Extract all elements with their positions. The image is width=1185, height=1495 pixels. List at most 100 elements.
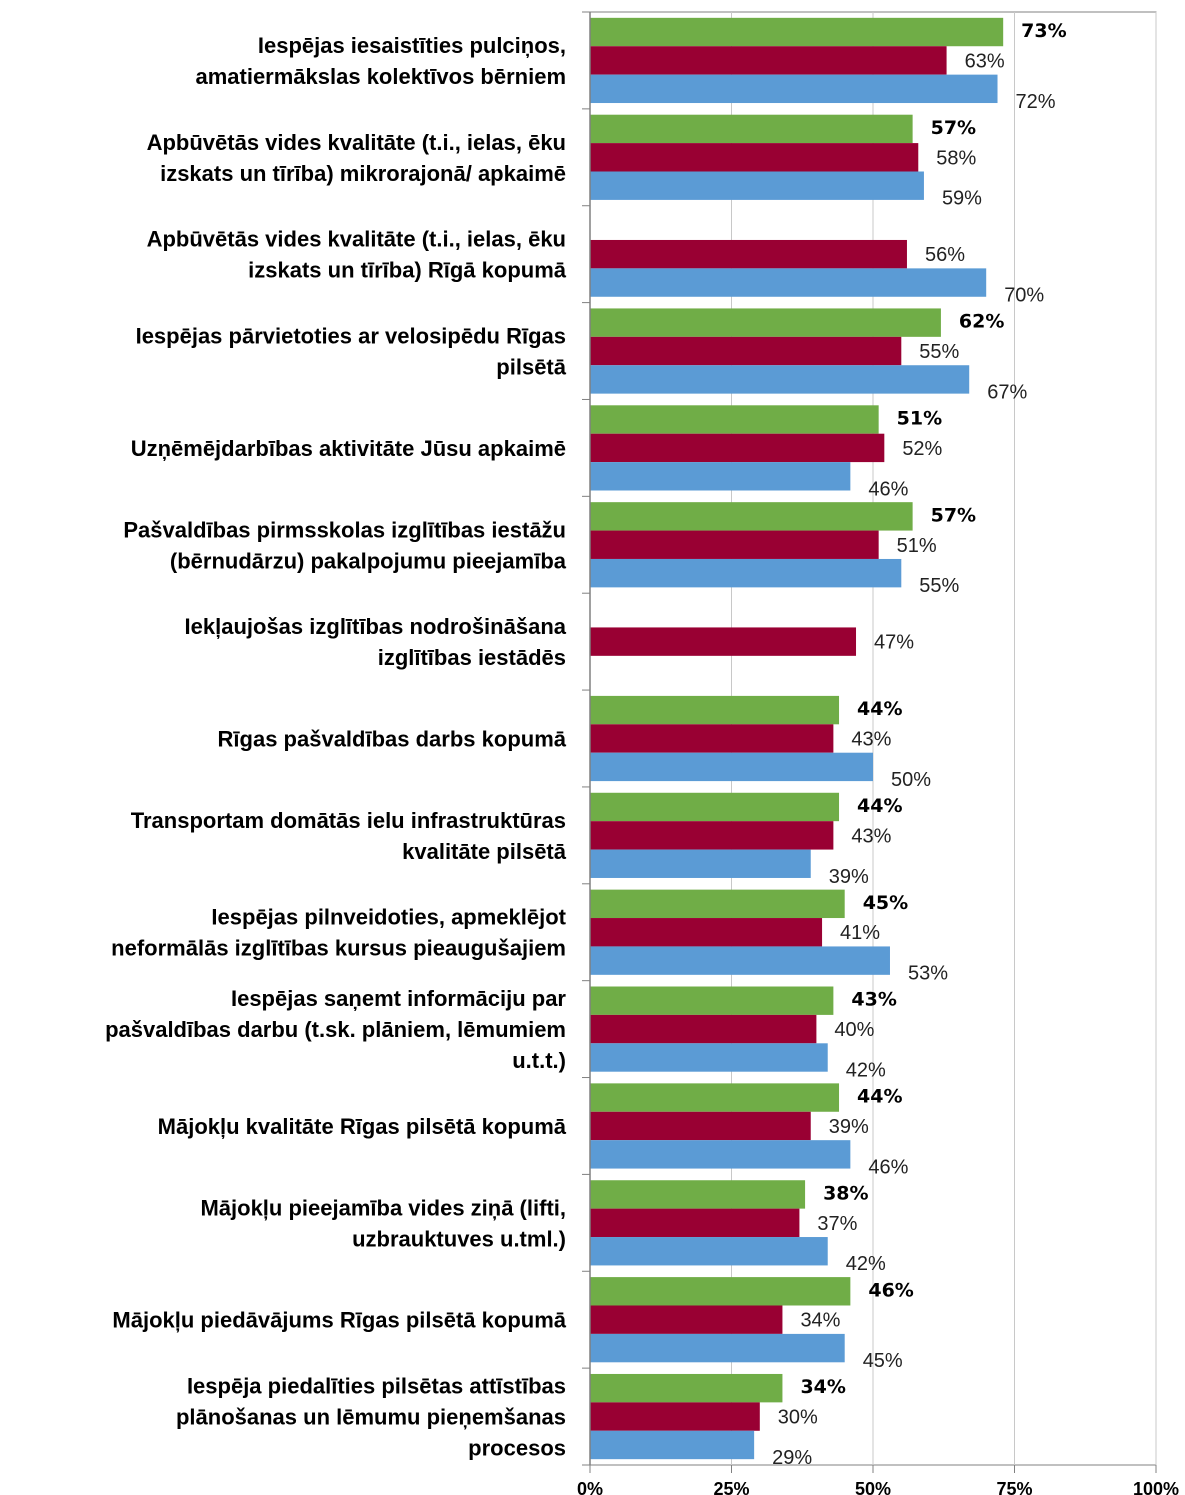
data-label: 43%: [851, 825, 891, 847]
bar: [590, 1014, 817, 1044]
bar: [590, 918, 823, 947]
data-label: 63%: [965, 50, 1005, 72]
category-label-line: izskats un tīrība) mikrorajonā/ apkaimē: [160, 161, 566, 186]
bar: [590, 530, 879, 559]
category-label-line: Mājokļu pieejamība vides ziņā (lifti,: [200, 1195, 566, 1220]
data-label: 53%: [908, 963, 948, 985]
category-labels: Iespējas iesaistīties pulciņos, amatiermā…: [105, 33, 567, 1461]
bar: [590, 1373, 783, 1403]
category-label-line: (bērnudārzu) pakalpojumu pieejamība: [170, 548, 567, 573]
data-label: 46%: [868, 1279, 913, 1301]
category-label: Iekļaujošas izglītības nodrošināšana izgl…: [185, 614, 567, 670]
bar: [590, 433, 885, 463]
bar: [590, 462, 851, 491]
data-label: 73%: [1021, 20, 1066, 42]
category-label-line: amatiermākslas kolektīvos bērniem: [195, 64, 566, 89]
data-label: 57%: [931, 117, 976, 139]
x-tick-label: 0%: [577, 1479, 603, 1495]
bar: [590, 792, 840, 822]
data-label: 52%: [902, 438, 942, 460]
bar: [590, 74, 998, 104]
data-label: 46%: [868, 478, 908, 500]
category-label-line: Apbūvētās vides kvalitāte (t.i., ielas, …: [147, 227, 566, 252]
bar: [590, 1402, 760, 1431]
data-label: 43%: [851, 989, 896, 1011]
bar: [590, 405, 879, 434]
data-label: 50%: [891, 769, 931, 791]
category-label-line: Iespēja piedalīties pilsētas attīstības: [187, 1374, 566, 1399]
data-label: 56%: [925, 244, 965, 266]
category-label-line: Iespējas pilnveidoties, apmeklējot: [211, 905, 566, 930]
category-label: Uzņēmējdarbības aktivitāte Jūsu apkaimē: [131, 436, 566, 461]
bars: [590, 17, 1004, 1460]
bar: [590, 1237, 828, 1266]
category-label: Mājokļu piedāvājums Rīgas pilsētā kopumā: [112, 1308, 566, 1333]
x-tick-label: 100%: [1133, 1479, 1179, 1495]
x-tick-label: 75%: [996, 1479, 1032, 1495]
category-label: Iespējas saņemt informāciju par pašvaldīb…: [105, 986, 566, 1073]
bar: [590, 627, 857, 656]
x-tick-label: 25%: [713, 1479, 749, 1495]
data-label: 41%: [840, 922, 880, 944]
data-label: 42%: [846, 1060, 886, 1082]
category-label: Apbūvētās vides kvalitāte (t.i., ielas, …: [147, 130, 566, 186]
category-label: Iespējas iesaistīties pulciņos, amatiermā…: [195, 33, 566, 89]
bar: [590, 1430, 755, 1460]
data-label: 72%: [1016, 91, 1056, 113]
axes: [582, 11, 1157, 1473]
data-label: 46%: [868, 1156, 908, 1178]
category-label-line: pašvaldības darbu (t.sk. plāniem, lēmumi…: [105, 1017, 566, 1042]
bar: [590, 695, 840, 725]
category-label: Mājokļu pieejamība vides ziņā (lifti, uzb…: [200, 1195, 566, 1251]
bar: [590, 1277, 851, 1306]
bar: [590, 46, 947, 75]
bar: [590, 986, 834, 1015]
bar: [590, 849, 811, 878]
category-label-line: Iekļaujošas izglītības nodrošināšana: [185, 614, 567, 639]
bar: [590, 821, 834, 850]
bar: [590, 268, 987, 297]
data-label: 42%: [846, 1253, 886, 1275]
bar: [590, 1305, 783, 1334]
category-label-line: procesos: [468, 1436, 566, 1461]
data-label: 62%: [959, 311, 1004, 333]
category-label-line: Rīgas pašvaldības darbs kopumā: [218, 727, 567, 752]
data-label: 70%: [1004, 285, 1044, 307]
data-label: 45%: [863, 1350, 903, 1372]
category-label-line: Iespējas saņemt informāciju par: [231, 986, 566, 1011]
category-label: Pašvaldības pirmsskolas izglītības iestā…: [123, 517, 566, 573]
data-label: 44%: [857, 1086, 902, 1108]
bar: [590, 946, 890, 975]
data-label: 34%: [800, 1376, 845, 1398]
bar: [590, 1043, 828, 1072]
x-tick-labels: 0% 25% 50% 75% 100%: [577, 1479, 1179, 1495]
bar: [590, 143, 919, 172]
data-label: 47%: [874, 632, 914, 654]
bar: [590, 239, 907, 269]
category-label-line: pilsētā: [496, 355, 566, 380]
category-label-line: Transportam domātās ielu infrastruktūras: [131, 808, 566, 833]
category-label-line: izskats un tīrība) Rīgā kopumā: [248, 258, 567, 283]
category-label: Iespējas pilnveidoties, apmeklējot neform…: [111, 905, 567, 961]
data-label: 38%: [823, 1182, 868, 1204]
bar: [590, 1083, 840, 1112]
category-label-line: plānošanas un lēmumu pieņemšanas: [176, 1405, 566, 1430]
category-label: Mājokļu kvalitāte Rīgas pilsētā kopumā: [158, 1114, 567, 1139]
data-label: 44%: [857, 698, 902, 720]
category-label-line: Pašvaldības pirmsskolas izglītības iestā…: [123, 517, 566, 542]
bar: [590, 1111, 811, 1141]
data-label: 67%: [987, 381, 1027, 403]
data-label: 44%: [857, 795, 902, 817]
bar: [590, 558, 902, 588]
category-label-line: uzbrauktuves u.tml.): [352, 1226, 566, 1251]
category-label-line: Mājokļu piedāvājums Rīgas pilsētā kopumā: [112, 1308, 566, 1333]
data-label: 51%: [897, 408, 942, 430]
data-label: 55%: [919, 341, 959, 363]
category-label: Iespējas pārvietoties ar velosipēdu Rīga…: [136, 324, 567, 380]
category-label: Transportam domātās ielu infrastruktūras…: [131, 808, 567, 864]
data-label: 29%: [772, 1447, 812, 1469]
bar: [590, 336, 902, 366]
category-label-line: Mājokļu kvalitāte Rīgas pilsētā kopumā: [158, 1114, 567, 1139]
data-label: 55%: [919, 575, 959, 597]
